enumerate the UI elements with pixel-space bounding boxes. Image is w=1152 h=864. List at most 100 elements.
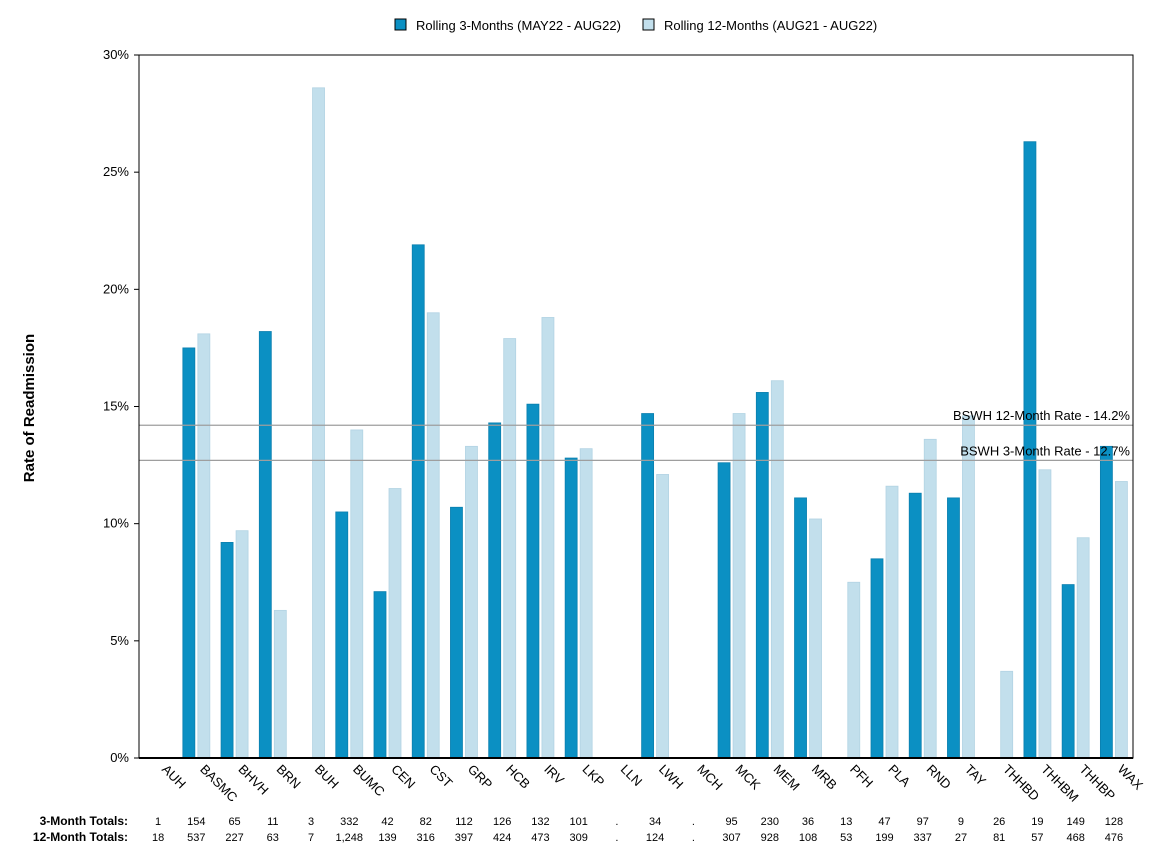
y-tick-label-0: 0% [110, 750, 129, 765]
bar-hcb-series-0 [488, 422, 502, 759]
totals-cell-0-thhbp: 149 [1066, 816, 1084, 828]
x-tick-label-mrb: MRB [809, 762, 840, 793]
bar-mem-series-1 [770, 380, 784, 759]
y-tick-label-3: 15% [103, 399, 129, 414]
bar-thhbm-series-1 [1038, 469, 1052, 759]
x-tick-label-wax: WAX [1115, 762, 1146, 793]
y-axis-label: Rate of Readmission [21, 334, 38, 482]
reference-line-label-0: BSWH 12-Month Rate - 14.2% [953, 408, 1130, 423]
totals-cell-0-tay: 9 [958, 816, 964, 828]
bar-lkp-series-1 [579, 448, 593, 759]
totals-cell-1-wax: 476 [1105, 832, 1123, 844]
totals-row-label-1: 12-Month Totals: [33, 830, 128, 844]
totals-cell-1-brn: 63 [267, 832, 279, 844]
totals-cell-1-buh: 7 [308, 832, 314, 844]
bar-grp-series-1 [465, 445, 478, 759]
x-tick-label-irv: IRV [541, 762, 567, 788]
totals-cell-0-bumc: 332 [340, 816, 358, 828]
x-tick-label-lwh: LWH [656, 762, 686, 792]
totals-row-label-0: 3-Month Totals: [40, 814, 128, 828]
totals-cell-0-cen: 42 [381, 816, 393, 828]
totals-cell-0-hcb: 126 [493, 816, 511, 828]
legend-label-0: Rolling 3-Months (MAY22 - AUG22) [416, 18, 621, 33]
x-tick-label-bumc: BUMC [350, 762, 388, 800]
x-tick-label-thhbm: THHBM [1038, 762, 1081, 805]
totals-cell-1-mem: 928 [761, 832, 779, 844]
x-tick-label-buh: BUH [312, 762, 342, 792]
legend-swatch-0 [394, 18, 407, 31]
bar-basmc-series-1 [197, 333, 211, 759]
totals-cell-0-wax: 128 [1105, 816, 1123, 828]
totals-cell-1-pfh: 53 [840, 832, 852, 844]
totals-cell-1-cst: 316 [417, 832, 435, 844]
bar-brn-series-0 [258, 331, 272, 759]
y-tick-label-1: 5% [110, 633, 129, 648]
totals-cell-1-mrb: 108 [799, 832, 817, 844]
x-tick-label-rnd: RND [924, 762, 955, 793]
totals-cell-0-irv: 132 [531, 816, 549, 828]
bar-mrb-series-1 [809, 518, 822, 759]
y-axis-ticks: 0% 5% 10% 15% 20% 25% 30% [103, 47, 139, 765]
x-tick-label-mch: MCH [694, 762, 726, 794]
totals-cell-1-thhbp: 468 [1066, 832, 1084, 844]
totals-cell-0-brn: 11 [267, 816, 278, 828]
bar-cen-series-0 [373, 591, 387, 759]
totals-cell-0-buh: 3 [308, 816, 314, 828]
x-tick-label-tay: TAY [962, 762, 989, 789]
x-tick-label-pfh: PFH [847, 762, 876, 791]
bar-lwh-series-1 [656, 474, 670, 759]
bar-brn-series-1 [273, 609, 287, 759]
bar-tay-series-1 [962, 415, 975, 759]
totals-cell-0-lkp: 101 [569, 816, 587, 828]
totals-cell-0-mch: . [692, 816, 695, 828]
bar-mrb-series-0 [794, 497, 807, 759]
bar-mck-series-1 [732, 413, 746, 759]
bar-hcb-series-1 [503, 338, 517, 759]
bar-thhbp-series-1 [1076, 537, 1090, 759]
totals-cell-0-pfh: 13 [840, 816, 852, 828]
bar-tay-series-0 [947, 497, 960, 759]
totals-cell-0-thhbm: 19 [1031, 816, 1043, 828]
x-tick-label-thhbd: THHBD [1000, 762, 1042, 804]
bar-thhbd-series-1 [1000, 670, 1014, 759]
bar-irv-series-1 [541, 317, 555, 759]
y-tick-label-5: 25% [103, 164, 129, 179]
totals-cell-1-auh: 18 [152, 832, 164, 844]
totals-cell-1-lwh: 124 [646, 832, 664, 844]
legend-label-1: Rolling 12-Months (AUG21 - AUG22) [664, 18, 877, 33]
legend: Rolling 3-Months (MAY22 - AUG22) Rolling … [394, 18, 877, 33]
bar-pla-series-0 [870, 558, 884, 759]
bar-bhvh-series-0 [220, 542, 234, 759]
reference-lines: BSWH 12-Month Rate - 14.2% BSWH 3-Month R… [139, 408, 1133, 462]
totals-cell-1-grp: 397 [455, 832, 473, 844]
totals-cell-0-basmc: 154 [187, 816, 205, 828]
totals-cell-0-lln: . [615, 816, 618, 828]
totals-cell-0-auh: 1 [155, 816, 161, 828]
reference-line-label-1: BSWH 3-Month Rate - 12.7% [960, 443, 1130, 458]
totals-cell-1-cen: 139 [378, 832, 396, 844]
x-tick-label-basmc: BASMC [197, 762, 240, 805]
bar-rnd-series-0 [908, 492, 922, 759]
totals-cell-1-irv: 473 [531, 832, 549, 844]
x-tick-label-auh: AUH [159, 762, 189, 792]
bar-wax-series-0 [1099, 445, 1113, 759]
bar-buh-series-1 [312, 87, 325, 759]
bar-mem-series-0 [755, 392, 769, 759]
x-tick-label-thhbp: THHBP [1077, 762, 1119, 804]
x-tick-label-grp: GRP [465, 762, 496, 793]
totals-cell-1-tay: 27 [955, 832, 967, 844]
bar-pfh-series-1 [847, 581, 861, 759]
x-tick-label-mem: MEM [771, 762, 803, 794]
bar-bumc-series-1 [350, 429, 364, 759]
bar-pla-series-1 [885, 485, 899, 759]
totals-cell-1-lkp: 309 [569, 832, 587, 844]
totals-cell-1-lln: . [615, 832, 618, 844]
bar-cst-series-0 [411, 244, 425, 759]
bar-basmc-series-0 [182, 347, 196, 759]
totals-cell-0-mck: 95 [725, 816, 737, 828]
x-tick-label-pla: PLA [885, 762, 913, 790]
x-tick-label-mck: MCK [732, 762, 763, 793]
y-tick-label-2: 10% [103, 516, 129, 531]
